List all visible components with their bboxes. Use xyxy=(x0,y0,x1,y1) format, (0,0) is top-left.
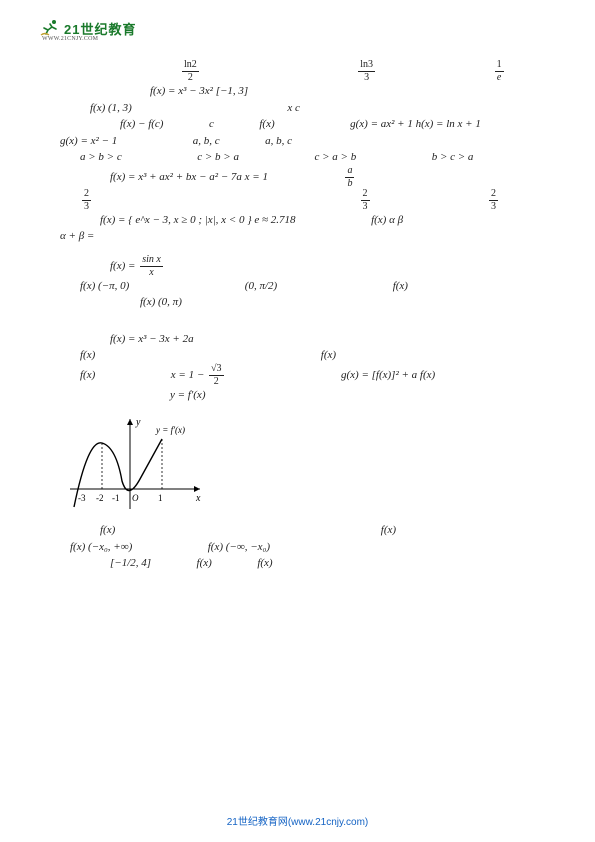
line-7: 23 23 23 xyxy=(80,189,535,212)
txt: f(x) xyxy=(197,557,212,569)
line-17: f(x) f(x) xyxy=(100,522,535,539)
line-3: f(x) − f(c) c f(x) g(x) = ax² + 1 h(x) =… xyxy=(120,116,535,133)
frac-ln3-3: ln3 3 xyxy=(356,60,377,83)
line-15: f(x) x = 1 − √3 2 g(x) = [f(x)]² + a f(x… xyxy=(80,364,535,387)
logo: 21世纪教育 xyxy=(40,18,136,38)
txt: g(x) = [f(x)]² + a f(x) xyxy=(341,369,435,381)
txt: f(x) − f(c) xyxy=(120,118,163,130)
line-2: f(x) (1, 3) x c xyxy=(90,100,535,117)
txt: x c xyxy=(287,102,300,114)
line-5: a > b > c c > b > a c > a > b b > c > a xyxy=(80,149,535,166)
line-4: g(x) = x² − 1 a, b, c a, b, c xyxy=(60,133,535,150)
txt: (0, π/2) xyxy=(245,280,277,292)
txt: f(x) xyxy=(100,524,115,536)
runner-icon xyxy=(40,18,60,38)
txt: a, b, c xyxy=(193,135,220,147)
curve-label: y = f′(x) xyxy=(155,425,185,435)
tick: -1 xyxy=(112,493,120,503)
line-11: f(x) (−π, 0) (0, π/2) f(x) xyxy=(80,278,535,295)
line-8: f(x) = { e^x − 3, x ≥ 0 ; |x|, x < 0 } e… xyxy=(100,212,535,229)
txt: f(x) = { e^x − 3, x ≥ 0 ; |x|, x < 0 } e… xyxy=(100,214,296,226)
logo-subtext: WWW.21CNJY.COM xyxy=(42,36,98,42)
txt: f(x) (−∞, −x₀) xyxy=(208,541,270,553)
line-12: f(x) (0, π) xyxy=(140,294,535,311)
page-footer: 21世纪教育网(www.21cnjy.com) xyxy=(0,813,595,828)
txt: f(x) xyxy=(80,369,95,381)
txt: f(x) xyxy=(257,557,272,569)
frac-sinx-x: sin x x xyxy=(138,255,165,278)
txt: f(x) = x³ + ax² + bx − a² − 7a x = 1 xyxy=(110,171,268,183)
txt: f(x) (1, 3) xyxy=(90,102,132,114)
txt: f(x) = xyxy=(110,260,138,272)
frac-1-e: 1 e xyxy=(493,60,506,83)
line-9: α + β = xyxy=(60,228,535,245)
logo-text: 21世纪教育 xyxy=(64,19,136,38)
txt: f(x) xyxy=(80,349,95,361)
txt: g(x) = x² − 1 xyxy=(60,135,117,147)
line-18: f(x) (−x₀, +∞) f(x) (−∞, −x₀) xyxy=(70,539,535,556)
frac-a-b: a b xyxy=(343,166,356,189)
axis-x-label: x xyxy=(195,493,201,504)
tick: -2 xyxy=(96,493,104,503)
frac-sqrt3-2: √3 2 xyxy=(207,364,226,387)
txt: c > a > b xyxy=(314,151,356,163)
line-13: f(x) = x³ − 3x + 2a xyxy=(110,331,535,348)
txt: g(x) = ax² + 1 h(x) = ln x + 1 xyxy=(350,118,481,130)
axis-y-label: y xyxy=(135,417,141,428)
txt: [−1/2, 4] xyxy=(110,557,151,569)
txt: f(x) xyxy=(259,118,274,130)
txt: x = 1 − xyxy=(171,369,207,381)
txt: c xyxy=(209,118,214,130)
derivative-graph: y x y = f′(x) -3 -2 -1 O 1 xyxy=(60,409,535,522)
line-19: [−1/2, 4] f(x) f(x) xyxy=(110,555,535,572)
frac-23a: 23 xyxy=(80,189,93,212)
txt: b > c > a xyxy=(432,151,474,163)
tick: -3 xyxy=(78,493,86,503)
page-content: ln2 2 ln3 3 1 e f(x) = x³ − 3x² [−1, 3] … xyxy=(60,60,535,802)
tick: 1 xyxy=(158,493,163,503)
line-14: f(x) f(x) xyxy=(80,347,535,364)
tick: O xyxy=(132,493,139,503)
txt: c > b > a xyxy=(197,151,239,163)
line-16: y = f′(x) xyxy=(170,387,535,404)
top-fracs: ln2 2 ln3 3 1 e xyxy=(180,60,535,83)
txt: f(x) (−x₀, +∞) xyxy=(70,541,132,553)
txt: f(x) α β xyxy=(371,214,403,226)
line-fx-cubic: f(x) = x³ − 3x² [−1, 3] xyxy=(150,83,535,100)
frac-23b: 23 xyxy=(359,189,372,212)
line-6: f(x) = x³ + ax² + bx − a² − 7a x = 1 a b xyxy=(110,166,535,189)
txt: f(x) xyxy=(321,349,336,361)
txt: a, b, c xyxy=(265,135,292,147)
txt: f(x) (−π, 0) xyxy=(80,280,129,292)
txt: a > b > c xyxy=(80,151,122,163)
frac-ln2-2: ln2 2 xyxy=(180,60,201,83)
frac-23c: 23 xyxy=(487,189,500,212)
txt: f(x) xyxy=(393,280,408,292)
txt: f(x) xyxy=(381,524,396,536)
line-10: f(x) = sin x x xyxy=(110,255,535,278)
